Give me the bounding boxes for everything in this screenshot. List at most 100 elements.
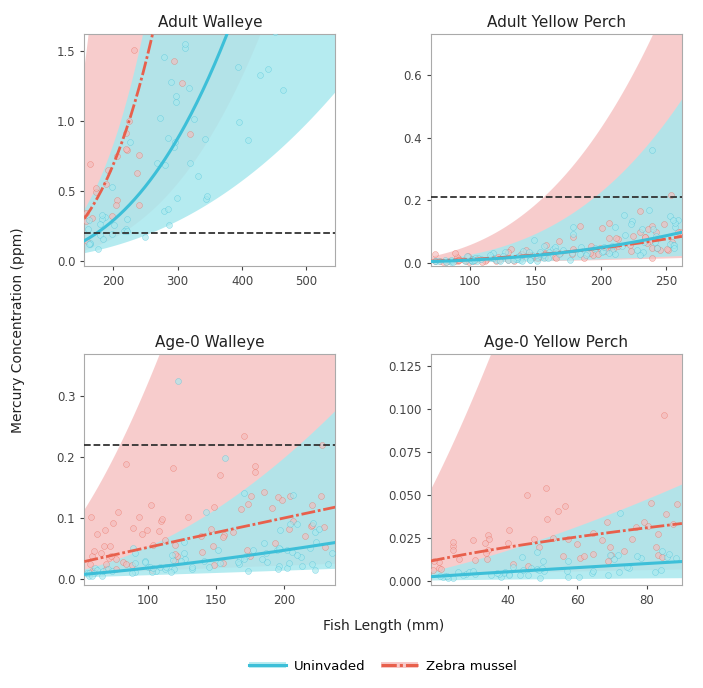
Point xyxy=(292,17,303,28)
Point xyxy=(497,250,508,261)
Point xyxy=(466,256,477,267)
Point xyxy=(186,17,198,28)
Point xyxy=(602,555,613,566)
Point xyxy=(463,250,474,261)
Point xyxy=(158,52,169,63)
Point xyxy=(146,566,157,577)
Point xyxy=(292,17,304,28)
Point xyxy=(259,17,270,28)
Point xyxy=(657,552,668,563)
Point xyxy=(481,553,492,564)
Point xyxy=(96,209,108,220)
Point xyxy=(170,91,181,102)
Point xyxy=(433,255,444,266)
Point xyxy=(288,17,299,28)
Point xyxy=(672,214,683,225)
Point xyxy=(643,521,654,532)
Point xyxy=(120,458,131,469)
Title: Age-0 Yellow Perch: Age-0 Yellow Perch xyxy=(484,334,628,350)
Point xyxy=(646,144,657,155)
Point xyxy=(134,149,145,160)
Point xyxy=(84,238,95,249)
Point xyxy=(503,569,514,580)
Point xyxy=(81,567,92,578)
Point xyxy=(91,528,103,539)
Point xyxy=(234,554,245,565)
Point xyxy=(257,17,268,28)
Point xyxy=(449,248,460,259)
Point xyxy=(233,17,245,28)
Point xyxy=(567,244,578,255)
Point xyxy=(427,565,439,576)
Point xyxy=(150,566,162,577)
Point xyxy=(534,541,545,552)
Point xyxy=(310,537,321,548)
Point xyxy=(553,235,565,246)
Point xyxy=(242,498,253,509)
Point xyxy=(585,240,596,251)
Point xyxy=(465,255,477,266)
Point xyxy=(645,235,656,246)
Point xyxy=(663,548,674,559)
Point xyxy=(275,17,286,28)
Point xyxy=(514,570,525,581)
Point xyxy=(469,555,480,566)
Point xyxy=(661,552,672,563)
Point xyxy=(170,556,181,567)
Point xyxy=(200,17,211,28)
Point xyxy=(200,506,212,517)
Point xyxy=(139,557,150,568)
Point xyxy=(205,17,217,28)
Point xyxy=(298,17,309,28)
Point xyxy=(558,550,569,561)
Point xyxy=(447,572,458,583)
Point xyxy=(193,171,204,182)
Point xyxy=(134,17,146,28)
Point xyxy=(538,252,550,264)
Point xyxy=(574,221,586,232)
Point xyxy=(555,247,566,258)
Point xyxy=(603,233,614,244)
Point xyxy=(278,17,289,28)
Point xyxy=(86,566,98,577)
Point xyxy=(512,253,523,264)
Point xyxy=(508,252,520,264)
Point xyxy=(502,255,513,266)
Point xyxy=(238,488,250,499)
Point xyxy=(467,255,478,266)
Point xyxy=(203,562,214,573)
Point xyxy=(96,548,107,559)
Point xyxy=(643,224,654,235)
Point xyxy=(503,537,514,548)
Point xyxy=(609,221,620,232)
Point xyxy=(534,247,546,258)
Point xyxy=(528,252,539,263)
Point xyxy=(169,142,180,153)
Point xyxy=(199,133,210,144)
Point xyxy=(668,518,679,529)
Point xyxy=(317,17,328,28)
Point xyxy=(317,17,328,28)
Point xyxy=(218,557,229,568)
Point xyxy=(626,534,637,545)
Point xyxy=(86,570,98,581)
Point xyxy=(539,247,550,258)
Point xyxy=(120,223,131,234)
Text: Fish Length (mm): Fish Length (mm) xyxy=(323,619,444,632)
Point xyxy=(245,490,257,501)
Point xyxy=(480,548,491,559)
Point xyxy=(467,535,478,546)
Point xyxy=(671,499,682,510)
Point xyxy=(647,252,658,264)
Point xyxy=(214,17,225,28)
Point xyxy=(108,220,120,231)
Point xyxy=(288,489,299,500)
Point xyxy=(240,551,252,562)
Point xyxy=(101,564,112,575)
Point xyxy=(498,567,510,578)
Point xyxy=(157,17,169,28)
Point xyxy=(650,237,661,248)
Point xyxy=(494,568,505,579)
Point xyxy=(107,182,118,193)
Point xyxy=(184,158,195,169)
